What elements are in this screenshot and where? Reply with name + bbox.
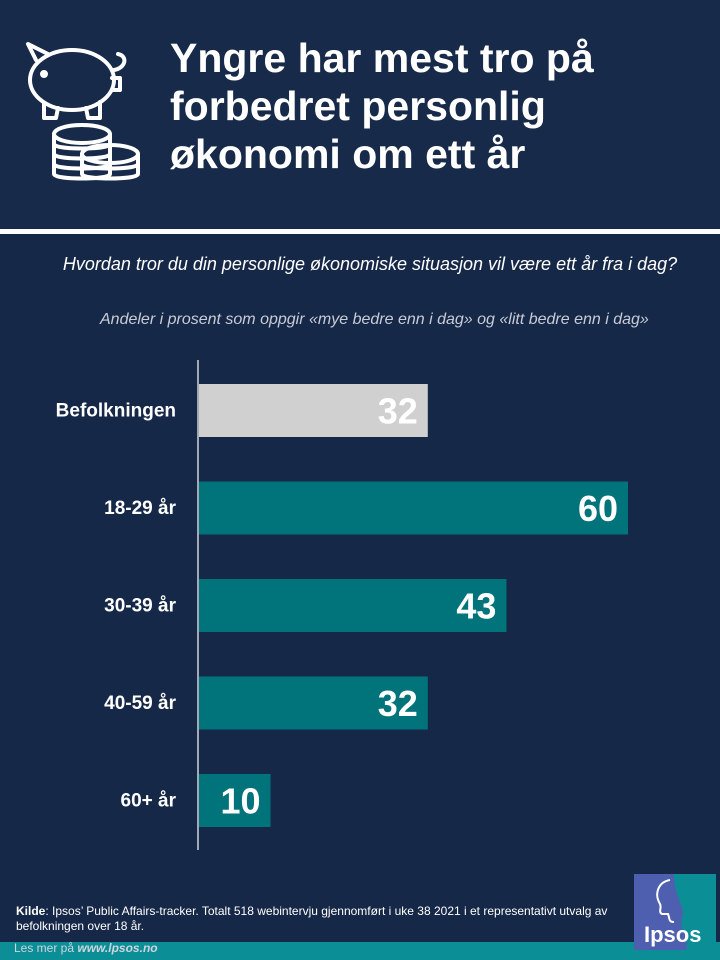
title-line: økonomi om ett år <box>170 131 526 177</box>
logo-text: Ipsos <box>644 922 701 947</box>
bar <box>199 481 628 535</box>
bar-value-label: 32 <box>378 391 418 432</box>
survey-question: Hvordan tror du din personlige økonomisk… <box>62 254 678 274</box>
chart-subtitle: Andeler i prosent som oppgir «mye bedre … <box>100 311 649 328</box>
bar-value-label: 10 <box>220 781 260 822</box>
bar-chart: Befolkningen 32 18-29 år 60 30-39 år 43 40-59 … <box>56 360 628 850</box>
bar-value-label: 32 <box>378 683 418 724</box>
category-label: 18-29 år <box>104 498 176 519</box>
source-label: Kilde <box>16 904 46 918</box>
category-label: 30-39 år <box>104 596 176 617</box>
website-link[interactable]: www.lpsos.no <box>77 941 158 955</box>
category-label: 40-59 år <box>104 693 176 714</box>
title-line: Yngre har mest tro på <box>170 35 594 81</box>
page-title: Yngre har mest tro på forbedret personli… <box>170 34 700 178</box>
title-line: forbedret personlig <box>170 83 546 129</box>
piggy-bank-coins-icon <box>26 42 140 181</box>
ipsos-logo-icon: Ipsos <box>634 874 716 950</box>
bottom-strip <box>0 942 720 960</box>
read-more-prefix: Les mer på <box>14 941 78 955</box>
source-note: Kilde: Ipsos’ Public Affairs-tracker. To… <box>16 904 626 934</box>
read-more: Les mer på www.lpsos.no <box>14 941 158 955</box>
category-label: Befolkningen <box>56 401 176 422</box>
category-label: 60+ år <box>121 791 177 812</box>
bar-value-label: 60 <box>578 488 618 529</box>
bar <box>199 676 428 730</box>
bar <box>199 579 507 632</box>
header: Yngre har mest tro på forbedret personli… <box>0 0 720 228</box>
bar-value-label: 43 <box>456 586 496 627</box>
source-text: : Ipsos’ Public Affairs-tracker. Totalt … <box>16 904 608 933</box>
bar <box>199 774 271 827</box>
header-divider <box>0 229 720 234</box>
bar <box>199 384 428 437</box>
